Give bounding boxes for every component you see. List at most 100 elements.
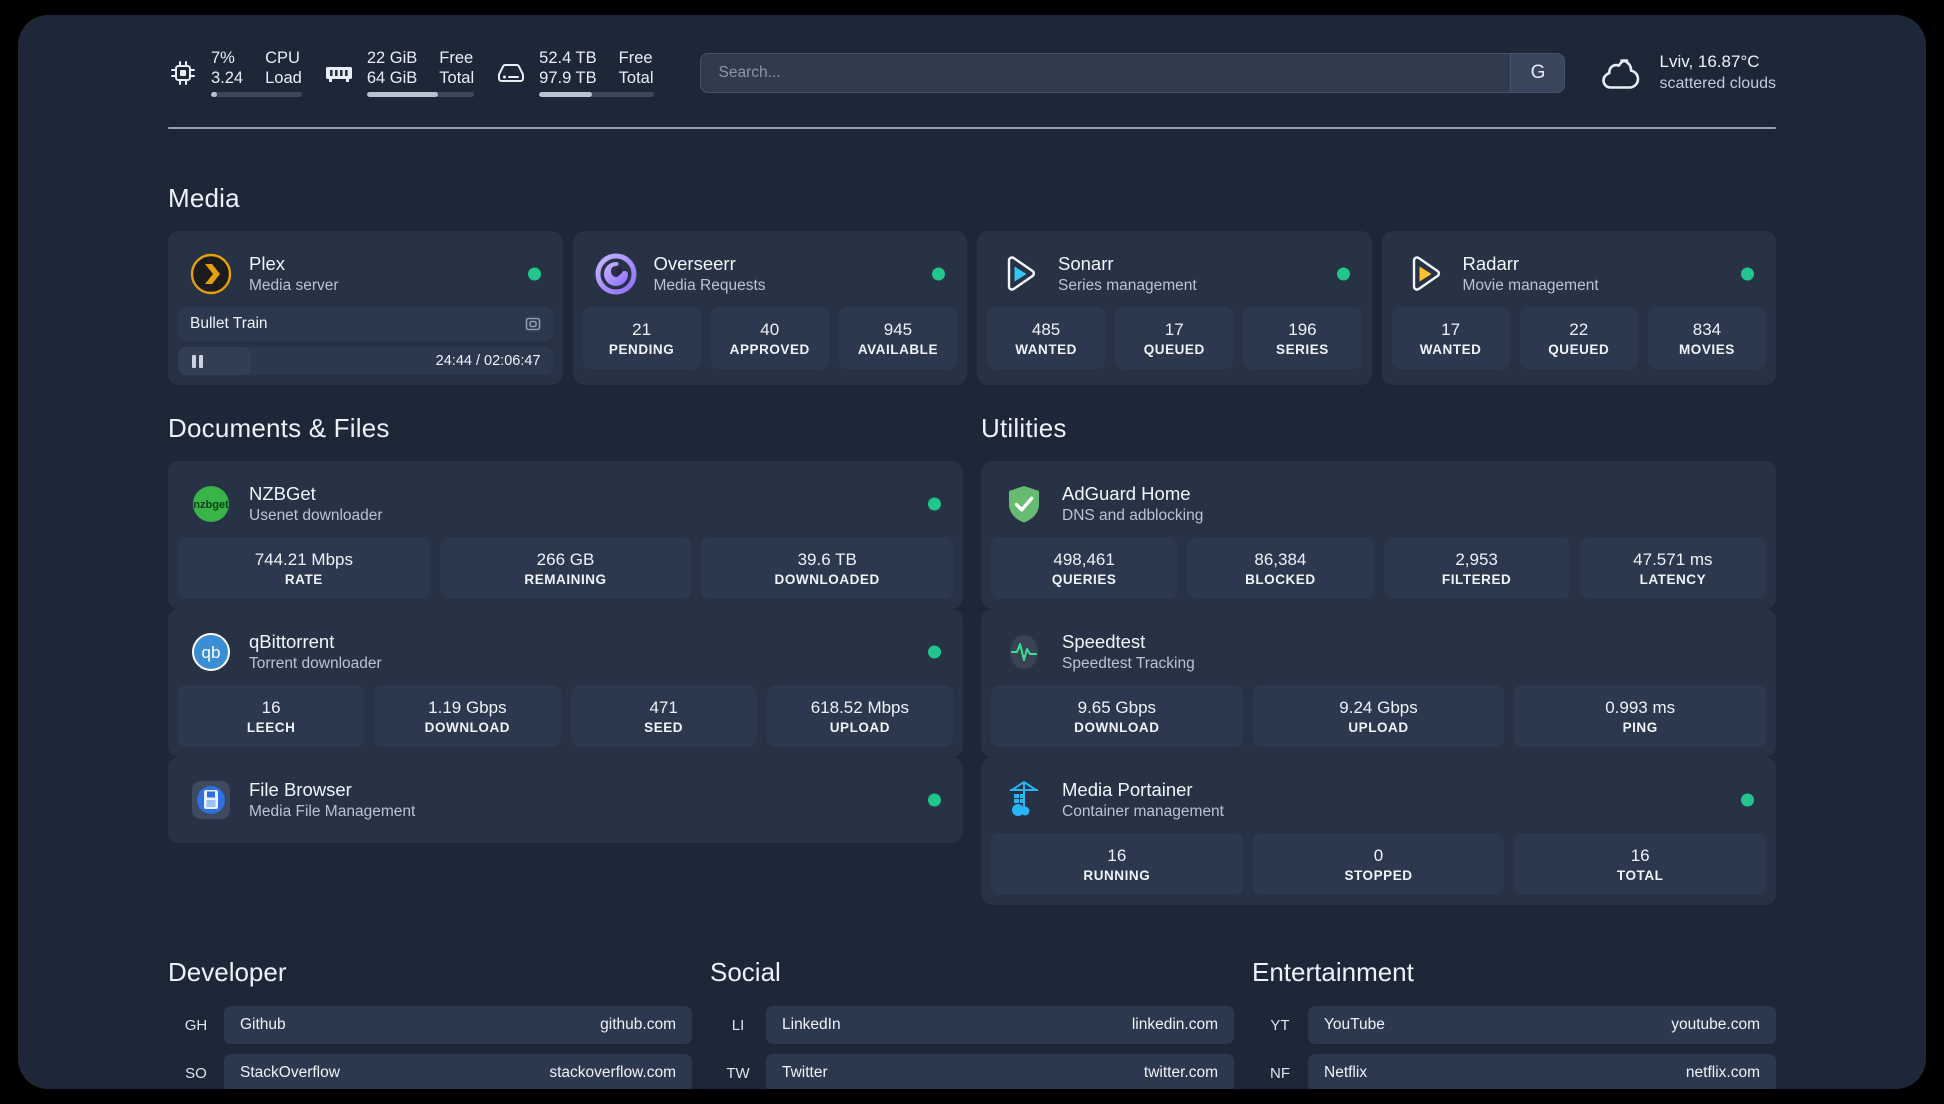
stat-value-top: 22 GiB	[366, 49, 418, 67]
system-stat-memory-ram: 22 GiB Free 64 GiB Total	[324, 49, 475, 97]
bookmark-link[interactable]: YouTube youtube.com	[1308, 1006, 1776, 1044]
service-card[interactable]: Sonarr Series management 485 WANTED 17 Q…	[977, 231, 1372, 385]
service-card[interactable]: AdGuard Home DNS and adblocking 498,461 …	[981, 461, 1776, 609]
stat-tile-label: DOWNLOAD	[1074, 720, 1160, 735]
stat-tile: 86,384 BLOCKED	[1187, 537, 1374, 599]
bookmark-name: Netflix	[1324, 1064, 1368, 1081]
service-card-titles: AdGuard Home DNS and adblocking	[1062, 483, 1203, 525]
service-card-header[interactable]: qb qBittorrent Torrent downloader	[178, 619, 953, 685]
stat-tile: 16 TOTAL	[1514, 833, 1767, 895]
status-badge	[1741, 267, 1754, 281]
service-card[interactable]: qb qBittorrent Torrent downloader 16 LEE…	[168, 609, 963, 757]
service-name: Sonarr	[1058, 253, 1114, 274]
bookmark-item[interactable]: LI LinkedIn linkedin.com	[710, 1006, 1234, 1044]
stat-tile-label: PENDING	[608, 342, 675, 357]
service-card-header[interactable]: nzbget NZBGet Usenet downloader	[178, 471, 953, 537]
search-bar[interactable]: G	[699, 53, 1566, 93]
service-card-header[interactable]: Plex Media server	[178, 241, 553, 307]
stat-tile-label: AVAILABLE	[857, 342, 939, 357]
service-subtitle: Media Requests	[653, 277, 766, 294]
service-card[interactable]: Overseerr Media Requests 21 PENDING 40 A…	[572, 231, 967, 385]
service-card-header[interactable]: AdGuard Home DNS and adblocking	[991, 471, 1766, 537]
service-card[interactable]: Radarr Movie management 17 WANTED 22 QUE…	[1381, 231, 1776, 385]
header-divider	[168, 127, 1776, 129]
weather-location-temp: Lviv, 16.87°C	[1659, 52, 1760, 71]
bookmark-url: linkedin.com	[1131, 1016, 1218, 1033]
service-card-header[interactable]: Speedtest Speedtest Tracking	[991, 619, 1766, 685]
service-card-header[interactable]: Sonarr Series management	[987, 241, 1362, 307]
stat-tile-label: WANTED	[1419, 342, 1482, 357]
header-bar: 7% CPU 3.24 Load 22 GiB Free 64 GiB Tota…	[18, 15, 1926, 131]
stat-tile: 40 APPROVED	[710, 307, 829, 369]
bookmark-link[interactable]: StackOverflow stackoverflow.com	[224, 1054, 692, 1089]
stat-tile-value: 266 GB	[536, 550, 595, 569]
svg-text:qb: qb	[202, 643, 221, 662]
service-card-header[interactable]: Media Portainer Container management	[991, 767, 1766, 833]
stat-progress-bar	[539, 92, 654, 97]
stat-tile-label: QUEUED	[1548, 342, 1610, 357]
stat-tile-value: 471	[649, 698, 678, 717]
middle-columns: Documents & Files nzbget NZBGet Usenet d…	[168, 413, 1776, 905]
service-card-header[interactable]: Overseerr Media Requests	[583, 241, 958, 307]
utilities-card-list: AdGuard Home DNS and adblocking 498,461 …	[981, 461, 1776, 905]
service-subtitle: Torrent downloader	[249, 655, 382, 672]
bookmark-item[interactable]: TW Twitter twitter.com	[710, 1054, 1234, 1089]
bookmark-group: Social LI LinkedIn linkedin.com TW Twitt…	[710, 957, 1234, 1089]
stat-tile: 17 QUEUED	[1115, 307, 1234, 369]
stat-tile-label: APPROVED	[729, 342, 810, 357]
stat-tile: 21 PENDING	[582, 307, 701, 369]
svg-text:nzbget: nzbget	[193, 499, 229, 511]
bookmark-item[interactable]: YT YouTube youtube.com	[1252, 1006, 1776, 1044]
stat-tile-value: 196	[1288, 320, 1317, 339]
status-badge	[928, 793, 941, 807]
stat-rows: 52.4 TB Free 97.9 TB Total	[539, 49, 653, 88]
stat-tile: 0.993 ms PING	[1514, 685, 1767, 747]
now-playing-progress[interactable]: 24:44 / 02:06:47	[178, 347, 553, 375]
service-card-header[interactable]: File Browser Media File Management	[178, 767, 953, 833]
service-subtitle: Movie management	[1462, 277, 1599, 294]
bookmark-item[interactable]: NF Netflix netflix.com	[1252, 1054, 1776, 1089]
bookmark-link[interactable]: Twitter twitter.com	[766, 1054, 1234, 1089]
stat-progress-bar	[366, 92, 475, 97]
speedtest-logo	[1003, 631, 1045, 673]
stat-tile-label: LEECH	[246, 720, 296, 735]
stat-tile-value: 9.24 Gbps	[1339, 698, 1418, 717]
service-card[interactable]: Speedtest Speedtest Tracking 9.65 Gbps D…	[981, 609, 1776, 757]
stat-tile-value: 0.993 ms	[1605, 698, 1676, 717]
stat-body: 7% CPU 3.24 Load	[211, 49, 302, 97]
stat-value-bottom: 97.9 TB	[539, 69, 597, 87]
service-name: File Browser	[249, 779, 352, 800]
service-card[interactable]: File Browser Media File Management	[168, 757, 963, 843]
service-card-titles: Sonarr Series management	[1058, 253, 1197, 295]
pause-icon[interactable]	[178, 354, 216, 368]
search-input[interactable]	[700, 54, 1511, 92]
cast-icon[interactable]	[525, 316, 541, 332]
bookmark-link[interactable]: Github github.com	[224, 1006, 692, 1044]
stat-tile-value: 17	[1441, 320, 1461, 339]
bookmark-item[interactable]: SO StackOverflow stackoverflow.com	[168, 1054, 692, 1089]
service-card-header[interactable]: Radarr Movie management	[1392, 241, 1767, 307]
stat-rows: 22 GiB Free 64 GiB Total	[367, 49, 474, 88]
stat-tile-label: PING	[1622, 720, 1658, 735]
service-card[interactable]: Media Portainer Container management 16 …	[981, 757, 1776, 905]
bookmark-link[interactable]: LinkedIn linkedin.com	[766, 1006, 1234, 1044]
bookmark-item[interactable]: GH Github github.com	[168, 1006, 692, 1044]
stat-tile: 744.21 Mbps RATE	[178, 537, 430, 599]
stat-tile: 0 STOPPED	[1252, 833, 1505, 895]
bookmark-link[interactable]: Netflix netflix.com	[1308, 1054, 1776, 1089]
stat-tile-label: QUERIES	[1051, 572, 1117, 587]
search-engine-button[interactable]: G	[1510, 54, 1565, 92]
system-stats-group: 7% CPU 3.24 Load 22 GiB Free 64 GiB Tota…	[168, 49, 654, 97]
service-card[interactable]: Plex Media server Bullet Train 24:44 / 0…	[168, 231, 563, 385]
bookmark-abbreviation: YT	[1270, 1016, 1290, 1034]
adguard-logo	[1003, 483, 1045, 525]
stat-value-top: 7%	[211, 49, 235, 67]
stat-value-bottom: 64 GiB	[366, 69, 418, 87]
stat-tile-label: WANTED	[1015, 342, 1077, 357]
stat-tile-label: STOPPED	[1344, 868, 1413, 883]
nzbget-logo: nzbget	[190, 483, 232, 525]
stat-tile-value: 9.65 Gbps	[1077, 698, 1157, 717]
stat-tile-label: TOTAL	[1616, 868, 1664, 883]
service-card[interactable]: nzbget NZBGet Usenet downloader 744.21 M…	[168, 461, 963, 609]
